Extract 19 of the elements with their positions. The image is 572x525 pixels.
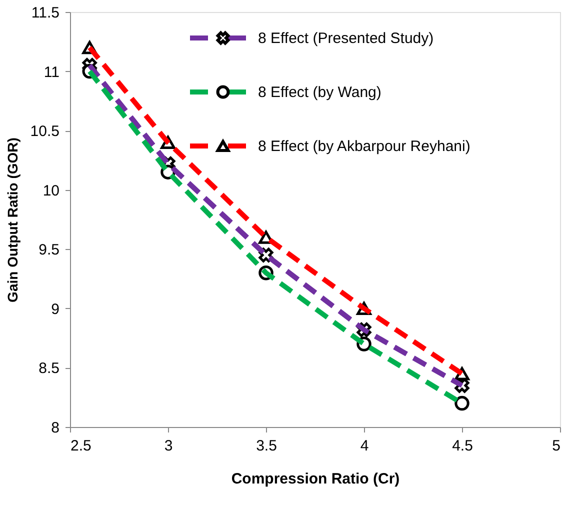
legend-label: 8 Effect (by Akbarpour Reyhani) bbox=[258, 138, 470, 155]
y-tick-label: 8 bbox=[51, 420, 60, 436]
legend-label: 8 Effect (by Wang) bbox=[258, 84, 382, 101]
y-tick-label: 10.5 bbox=[30, 123, 60, 140]
y-tick-label: 9 bbox=[51, 300, 60, 318]
x-tick-label: 2.5 bbox=[70, 438, 92, 454]
y-tick-label: 11 bbox=[44, 64, 60, 81]
x-tick-label: 5 bbox=[552, 438, 560, 454]
x-tick-label: 3.5 bbox=[256, 438, 277, 454]
y-tick-label: 9.5 bbox=[38, 242, 60, 259]
y-tick-label: 10 bbox=[42, 182, 60, 200]
x-tick-label: 4.5 bbox=[452, 438, 473, 454]
y-tick-label: 8.5 bbox=[38, 360, 60, 378]
y-axis-title: Gain Output Ratio (GOR) bbox=[4, 138, 20, 302]
x-tick-label: 4 bbox=[360, 438, 369, 454]
x-tick-label: 3 bbox=[164, 438, 173, 454]
x-axis-title: Compression Ratio (Cr) bbox=[231, 470, 400, 488]
legend-label: 8 Effect (Presented Study) bbox=[258, 30, 434, 47]
y-tick-label: 11.5 bbox=[31, 4, 60, 22]
